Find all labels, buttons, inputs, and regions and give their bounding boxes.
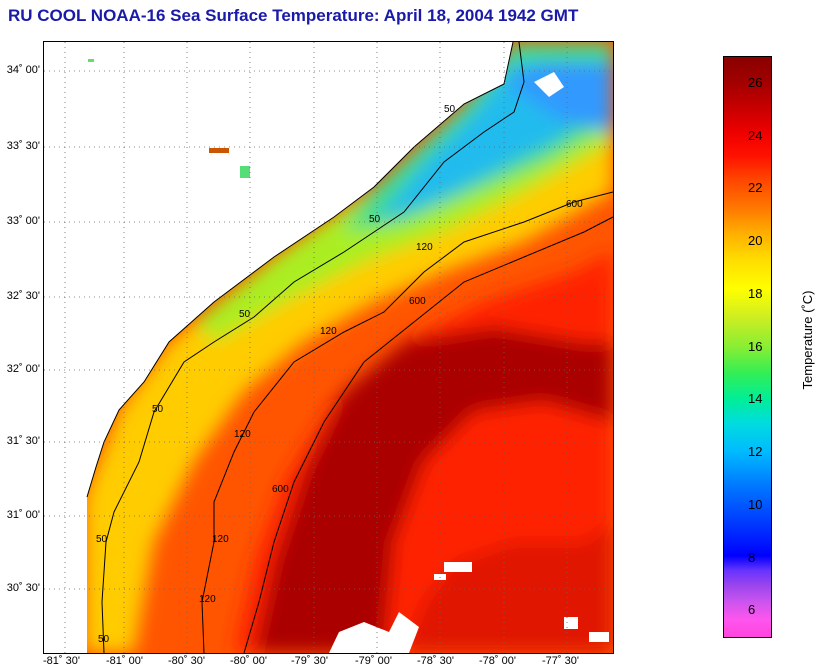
- lat-label: 33˚ 00': [6, 215, 40, 227]
- lon-label: -80˚ 30': [168, 655, 205, 667]
- map-title: RU COOL NOAA-16 Sea Surface Temperature:…: [8, 6, 579, 25]
- isobaths: [101, 42, 613, 653]
- colorbar-tick: 10: [748, 497, 763, 512]
- graticule: [44, 42, 613, 653]
- colorbar-tick: 6: [748, 602, 756, 617]
- lat-label: 31˚ 00': [6, 509, 40, 521]
- contour-label: 120: [320, 326, 337, 337]
- lon-label: -78˚ 30': [417, 655, 454, 667]
- colorbar-tick: 8: [748, 550, 756, 565]
- contour-label: 50: [96, 534, 108, 545]
- colorbar-tick: 12: [748, 444, 763, 459]
- contour-label: 600: [272, 484, 289, 495]
- contour-label: 600: [409, 296, 426, 307]
- contour-label: 600: [566, 199, 583, 210]
- colorbar-tick: 20: [748, 233, 763, 248]
- contour-label: 120: [199, 594, 216, 605]
- lon-label: -80˚ 00': [230, 655, 267, 667]
- lon-label: -79˚ 00': [355, 655, 392, 667]
- temperature-colorbar: [723, 56, 772, 638]
- colorbar-label: Temperature (˚C): [800, 290, 815, 390]
- sst-map: 50 50 50 50 50 50 120 120 120 120 120 60…: [44, 42, 613, 653]
- contour-label: 50: [369, 214, 381, 225]
- lat-label: 31˚ 30': [6, 435, 40, 447]
- lon-label: -81˚ 00': [106, 655, 143, 667]
- contour-label: 50: [152, 404, 164, 415]
- contour-label: 120: [234, 429, 251, 440]
- colorbar-tick: 26: [748, 75, 763, 90]
- contour-label: 120: [212, 534, 229, 545]
- lat-label: 33˚ 30': [6, 140, 40, 152]
- lat-label: 30˚ 30': [6, 582, 40, 594]
- colorbar-tick: 24: [748, 128, 763, 143]
- lon-label: -79˚ 30': [291, 655, 328, 667]
- contour-labels: 50 50 50 50 50 50 120 120 120 120 120 60…: [96, 104, 583, 645]
- lon-label: -78˚ 00': [479, 655, 516, 667]
- lat-label: 32˚ 30': [6, 290, 40, 302]
- colorbar-tick: 14: [748, 391, 763, 406]
- contour-label: 120: [416, 242, 433, 253]
- coastline: [86, 42, 514, 498]
- contour-label: 50: [239, 309, 251, 320]
- colorbar-tick: 18: [748, 286, 763, 301]
- cloud-mask: [329, 72, 609, 653]
- lon-label: -77˚ 30': [542, 655, 579, 667]
- sst-map-panel: 50 50 50 50 50 50 120 120 120 120 120 60…: [43, 41, 614, 654]
- contour-label: 50: [98, 634, 110, 645]
- lat-label: 32˚ 00': [6, 363, 40, 375]
- lat-label: 34˚ 00': [6, 64, 40, 76]
- contour-label: 50: [444, 104, 456, 115]
- colorbar-tick: 22: [748, 180, 763, 195]
- colorbar-tick: 16: [748, 339, 763, 354]
- lon-label: -81˚ 30': [43, 655, 80, 667]
